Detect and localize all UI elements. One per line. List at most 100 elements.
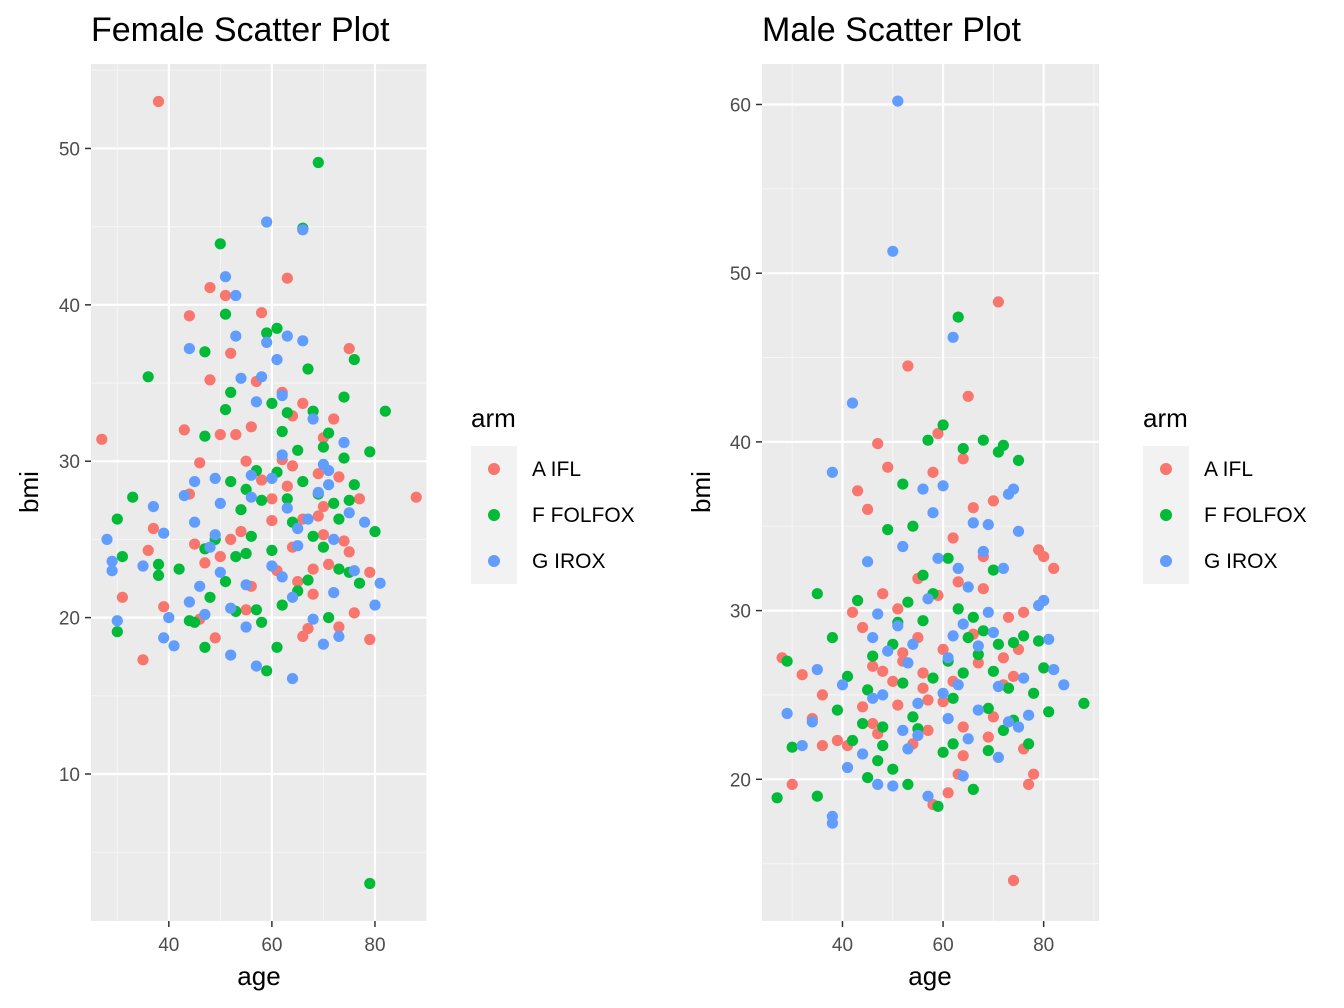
female-point-g-irox	[297, 335, 308, 346]
x-tick-label: 80	[364, 935, 385, 956]
female-point-g-irox	[199, 609, 210, 620]
male-point-f-folfox	[978, 625, 989, 636]
female-point-a-ifl	[179, 424, 190, 435]
male-point-f-folfox	[1003, 683, 1014, 694]
female-point-a-ifl	[230, 429, 241, 440]
male-point-f-folfox	[877, 721, 888, 732]
male-point-g-irox	[1043, 634, 1054, 645]
female-point-g-irox	[163, 612, 174, 623]
female-point-f-folfox	[297, 476, 308, 487]
female-point-g-irox	[204, 542, 215, 553]
male-point-a-ifl	[1023, 779, 1034, 790]
female-point-f-folfox	[338, 453, 349, 464]
male-point-a-ifl	[862, 504, 873, 515]
female-chart-title: Female Scatter Plot	[91, 11, 390, 49]
female-point-f-folfox	[271, 323, 282, 334]
female-point-f-folfox	[199, 431, 210, 442]
male-point-g-irox	[973, 640, 984, 651]
female-legend-title: arm	[471, 403, 516, 433]
female-point-g-irox	[266, 473, 277, 484]
female-point-f-folfox	[333, 514, 344, 525]
legend-label-a-ifl: A IFL	[532, 458, 581, 481]
female-point-g-irox	[271, 354, 282, 365]
female-point-f-folfox	[349, 479, 360, 490]
female-point-f-folfox	[380, 406, 391, 417]
female-point-f-folfox	[344, 495, 355, 506]
female-point-g-irox	[137, 560, 148, 571]
male-point-a-ifl	[1008, 875, 1019, 886]
male-point-f-folfox	[877, 740, 888, 751]
male-point-g-irox	[953, 679, 964, 690]
male-point-g-irox	[993, 681, 1004, 692]
legend-label-f-folfox: F FOLFOX	[1204, 504, 1307, 527]
female-point-a-ifl	[246, 421, 257, 432]
female-point-f-folfox	[220, 404, 231, 415]
female-point-a-ifl	[297, 631, 308, 642]
female-point-g-irox	[225, 603, 236, 614]
female-point-f-folfox	[199, 642, 210, 653]
female-point-g-irox	[230, 290, 241, 301]
female-point-f-folfox	[220, 309, 231, 320]
male-point-a-ifl	[877, 666, 888, 677]
female-point-f-folfox	[282, 407, 293, 418]
male-point-f-folfox	[1013, 455, 1024, 466]
male-legend-title: arm	[1143, 403, 1188, 433]
female-point-a-ifl	[266, 493, 277, 504]
male-point-g-irox	[797, 740, 808, 751]
female-point-g-irox	[256, 371, 267, 382]
male-point-f-folfox	[938, 419, 949, 430]
male-point-g-irox	[1058, 679, 1069, 690]
female-point-g-irox	[292, 540, 303, 551]
female-point-g-irox	[251, 661, 262, 672]
female-point-g-irox	[246, 470, 257, 481]
male-point-f-folfox	[998, 440, 1009, 451]
female-point-g-irox	[251, 396, 262, 407]
male-point-g-irox	[988, 627, 999, 638]
male-point-g-irox	[912, 730, 923, 741]
female-point-f-folfox	[241, 548, 252, 559]
male-point-f-folfox	[943, 553, 954, 564]
male-point-g-irox	[958, 619, 969, 630]
male-point-f-folfox	[948, 738, 959, 749]
male-point-a-ifl	[892, 603, 903, 614]
y-tick-label: 20	[730, 770, 751, 791]
female-point-g-irox	[318, 459, 329, 470]
female-point-g-irox	[323, 479, 334, 490]
female-point-a-ifl	[189, 539, 200, 550]
female-point-f-folfox	[271, 642, 282, 653]
legend-label-g-irox: G IROX	[1204, 550, 1278, 573]
male-point-f-folfox	[932, 801, 943, 812]
male-point-f-folfox	[897, 479, 908, 490]
female-point-f-folfox	[364, 878, 375, 889]
female-point-g-irox	[302, 514, 313, 525]
female-point-a-ifl	[241, 604, 252, 615]
male-point-g-irox	[963, 581, 974, 592]
male-point-a-ifl	[968, 502, 979, 513]
male-point-f-folfox	[782, 656, 793, 667]
female-point-f-folfox	[318, 442, 329, 453]
female-point-a-ifl	[328, 413, 339, 424]
female-point-f-folfox	[143, 371, 154, 382]
male-point-a-ifl	[787, 779, 798, 790]
male-point-f-folfox	[953, 312, 964, 323]
male-point-a-ifl	[1048, 563, 1059, 574]
female-point-f-folfox	[184, 615, 195, 626]
male-point-g-irox	[862, 556, 873, 567]
male-point-g-irox	[837, 679, 848, 690]
female-point-f-folfox	[127, 492, 138, 503]
male-point-g-irox	[1013, 526, 1024, 537]
female-point-a-ifl	[333, 471, 344, 482]
female-point-a-ifl	[364, 567, 375, 578]
male-point-g-irox	[1038, 595, 1049, 606]
female-point-a-ifl	[354, 493, 365, 504]
male-point-g-irox	[872, 608, 883, 619]
female-point-f-folfox	[199, 346, 210, 357]
female-point-f-folfox	[112, 514, 123, 525]
female-point-f-folfox	[256, 617, 267, 628]
female-point-g-irox	[189, 476, 200, 487]
female-point-f-folfox	[251, 604, 262, 615]
legend-key-f-folfox	[1160, 509, 1172, 521]
male-point-a-ifl	[817, 689, 828, 700]
male-legend: arm A IFL F FOLFOX G IROX	[1143, 403, 1307, 584]
male-point-a-ifl	[902, 360, 913, 371]
